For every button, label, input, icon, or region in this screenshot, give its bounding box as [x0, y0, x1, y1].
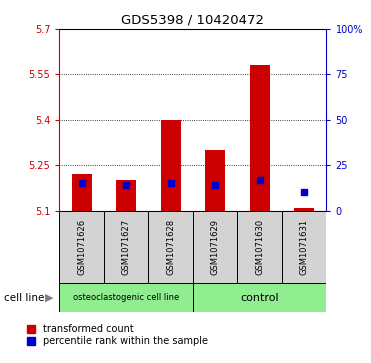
Title: GDS5398 / 10420472: GDS5398 / 10420472	[121, 13, 265, 26]
Text: osteoclastogenic cell line: osteoclastogenic cell line	[73, 293, 179, 302]
Bar	[148, 211, 193, 283]
Legend: transformed count, percentile rank within the sample: transformed count, percentile rank withi…	[27, 324, 208, 346]
Text: cell line: cell line	[4, 293, 44, 303]
Text: GSM1071626: GSM1071626	[77, 219, 86, 275]
Bar	[193, 211, 237, 283]
Bar	[205, 150, 225, 211]
Bar	[161, 120, 181, 211]
Bar	[250, 65, 270, 211]
Bar	[116, 180, 136, 211]
Bar	[294, 208, 314, 211]
Text: GSM1071627: GSM1071627	[122, 219, 131, 275]
Bar	[104, 211, 148, 283]
Bar	[59, 211, 104, 283]
Text: control: control	[240, 293, 279, 303]
Text: GSM1071629: GSM1071629	[211, 219, 220, 275]
Bar	[237, 211, 282, 283]
Bar	[193, 283, 326, 312]
Text: GSM1071628: GSM1071628	[166, 219, 175, 275]
Bar	[59, 283, 193, 312]
Bar	[72, 174, 92, 211]
Text: GSM1071630: GSM1071630	[255, 219, 264, 275]
Bar	[282, 211, 326, 283]
Text: ▶: ▶	[45, 293, 54, 303]
Text: GSM1071631: GSM1071631	[300, 219, 309, 275]
